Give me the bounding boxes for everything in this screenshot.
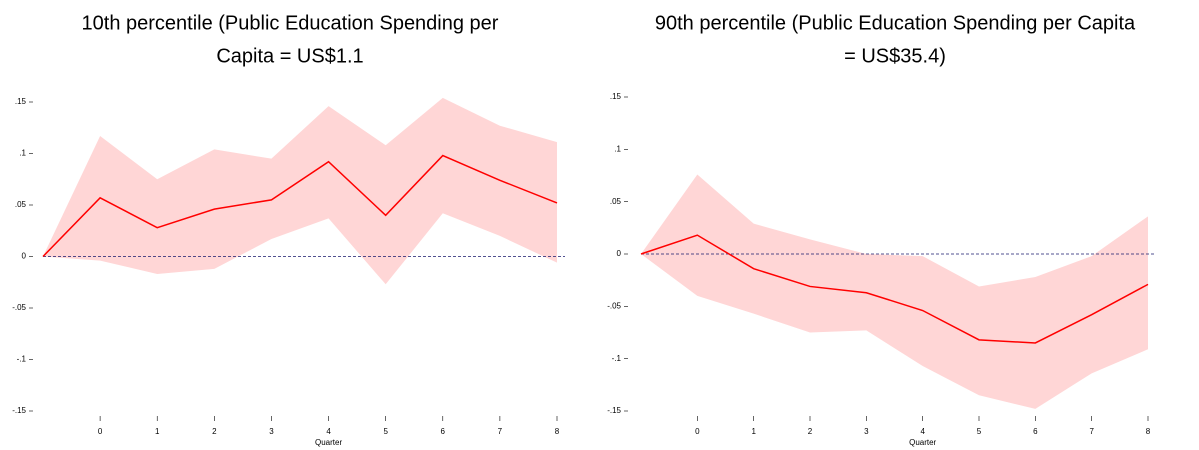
x-tick-label: 7 (1089, 427, 1094, 436)
chart-title: 10th percentile (Public Education Spendi… (82, 12, 499, 34)
y-tick-label: .15 (610, 92, 622, 101)
x-tick-label: 3 (269, 427, 274, 436)
x-tick-label: 0 (695, 427, 700, 436)
irf-line (640, 234, 1149, 344)
y-tick-label: 0 (617, 249, 622, 258)
x-tick-label: 0 (98, 427, 103, 436)
x-tick-label: 2 (808, 427, 813, 436)
confidence-band (43, 97, 557, 285)
chart-title: 90th percentile (Public Education Spendi… (655, 12, 1136, 34)
x-tick-label: 5 (977, 427, 982, 436)
x-tick-label: 6 (441, 427, 446, 436)
chart-title: Capita = US$1.1 (216, 45, 363, 67)
y-tick-label: .05 (15, 200, 27, 209)
x-tick-label: 1 (155, 427, 160, 436)
chart-title: = US$35.4) (844, 45, 946, 67)
y-tick-label: .05 (610, 197, 622, 206)
confidence-band (641, 174, 1148, 409)
x-tick-label: 5 (383, 427, 388, 436)
y-tick-label: -.05 (607, 301, 621, 310)
irf-line (42, 154, 558, 258)
x-tick-label: 4 (920, 427, 925, 436)
x-tick-label: 1 (751, 427, 756, 436)
y-tick-label: .15 (15, 97, 27, 106)
x-tick-label: 4 (326, 427, 331, 436)
y-tick-label: .1 (19, 149, 26, 158)
x-tick-label: 8 (1146, 427, 1151, 436)
y-tick-label: .1 (614, 144, 621, 153)
y-tick-label: -.05 (12, 303, 26, 312)
x-axis-label: Quarter (909, 438, 936, 447)
y-tick-label: 0 (22, 252, 27, 261)
y-tick-label: -.15 (12, 406, 26, 415)
x-tick-label: 7 (498, 427, 503, 436)
x-tick-label: 3 (864, 427, 869, 436)
y-tick-label: -.1 (612, 354, 622, 363)
x-tick-label: 2 (212, 427, 217, 436)
y-tick-label: -.15 (607, 406, 621, 415)
x-axis-label: Quarter (315, 438, 342, 447)
y-tick-label: -.1 (17, 355, 27, 364)
x-tick-label: 8 (555, 427, 560, 436)
x-tick-label: 6 (1033, 427, 1038, 436)
